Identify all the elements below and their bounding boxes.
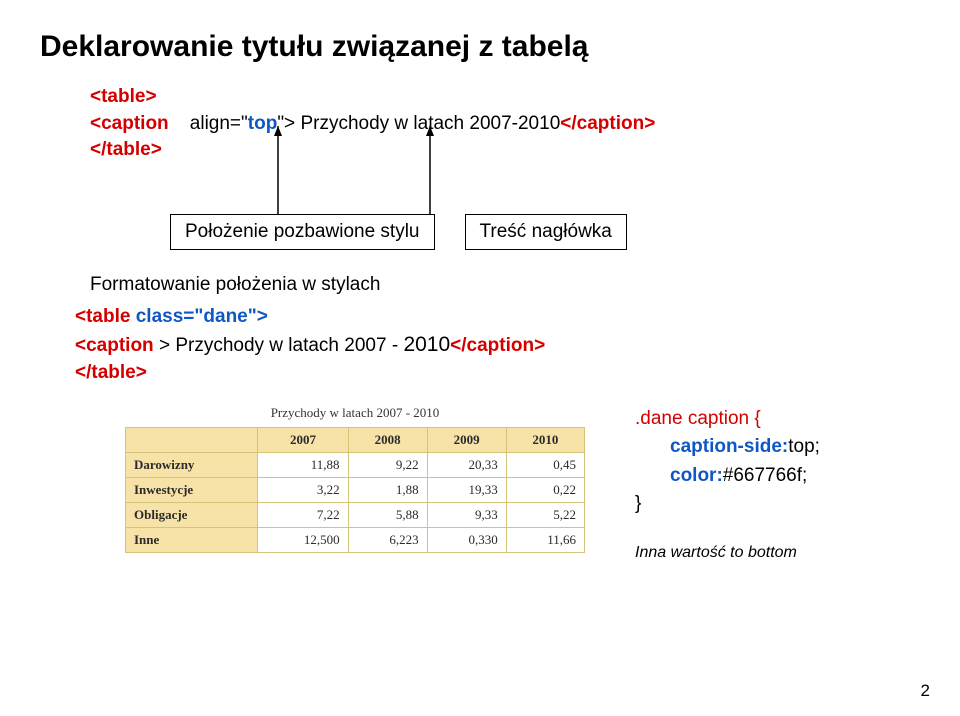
code-gt: > (159, 335, 175, 356)
code-attr-close: "> (277, 113, 300, 134)
code-text: Przychody w latach 2007 - (175, 335, 403, 356)
table-header: 2008 (348, 427, 427, 452)
css-prop: caption-side: (670, 436, 788, 457)
section2-label: Formatowanie położenia w stylach (90, 274, 920, 296)
code-tag: <table> (90, 86, 157, 107)
code-block-1: <table> <caption align="top"> Przychody … (90, 84, 920, 164)
code-attr: class=" (136, 306, 204, 327)
note: Inna wartość to bottom (635, 544, 820, 562)
table-cell: 6,223 (348, 527, 427, 552)
example-table-wrap: Przychody w latach 2007 - 2010 200720082… (125, 405, 585, 562)
css-val: top; (788, 436, 820, 457)
page-number: 2 (921, 681, 930, 701)
table-cell: 3,22 (258, 477, 348, 502)
row-header: Inwestycje (126, 477, 258, 502)
code-tag: </table> (90, 139, 162, 160)
table-cell: 1,88 (348, 477, 427, 502)
table-cell: 0,22 (506, 477, 584, 502)
css-selector: .dane caption { (635, 408, 761, 429)
box-position: Położenie pozbawione stylu (170, 214, 435, 250)
code-attrval: top (248, 113, 278, 134)
example-table: 2007200820092010 Darowizny11,889,2220,33… (125, 427, 585, 553)
code-tag: </caption> (560, 113, 655, 134)
table-cell: 9,33 (427, 502, 506, 527)
table-cell: 20,33 (427, 452, 506, 477)
row-header: Obligacje (126, 502, 258, 527)
code-attr: align=" (190, 113, 248, 134)
table-cell: 19,33 (427, 477, 506, 502)
table-header: 2010 (506, 427, 584, 452)
table-cell: 5,88 (348, 502, 427, 527)
row-header: Darowizny (126, 452, 258, 477)
css-close: } (635, 493, 641, 514)
code-attr-close: "> (248, 306, 268, 327)
table-cell: 12,500 (258, 527, 348, 552)
table-cell: 9,22 (348, 452, 427, 477)
table-caption: Przychody w latach 2007 - 2010 (125, 405, 585, 421)
css-prop: color: (670, 465, 723, 486)
code-tag: <caption (75, 335, 159, 356)
code-block-2: <table class="dane"> <caption > Przychod… (75, 304, 920, 387)
table-cell: 7,22 (258, 502, 348, 527)
code-text: 2010 (403, 333, 450, 356)
table-header: 2009 (427, 427, 506, 452)
slide-title: Deklarowanie tytułu związanej z tabelą (40, 30, 920, 64)
table-cell: 11,88 (258, 452, 348, 477)
css-example: .dane caption { caption-side:top; color:… (635, 405, 820, 562)
code-attr (174, 113, 190, 134)
table-cell: 0,330 (427, 527, 506, 552)
table-cell: 0,45 (506, 452, 584, 477)
css-val: #667766f; (723, 465, 808, 486)
box-content: Treść nagłówka (465, 214, 627, 250)
table-header: 2007 (258, 427, 348, 452)
code-tag: </table> (75, 362, 147, 383)
code-tag: <table (75, 306, 136, 327)
row-header: Inne (126, 527, 258, 552)
code-classname: dane (203, 306, 247, 327)
code-tag: <caption (90, 113, 169, 134)
code-tag: </caption> (450, 335, 545, 356)
table-header (126, 427, 258, 452)
table-cell: 5,22 (506, 502, 584, 527)
table-cell: 11,66 (506, 527, 584, 552)
label-boxes: Położenie pozbawione stylu Treść nagłówk… (170, 214, 920, 250)
code-text: Przychody w latach 2007-2010 (300, 113, 560, 134)
